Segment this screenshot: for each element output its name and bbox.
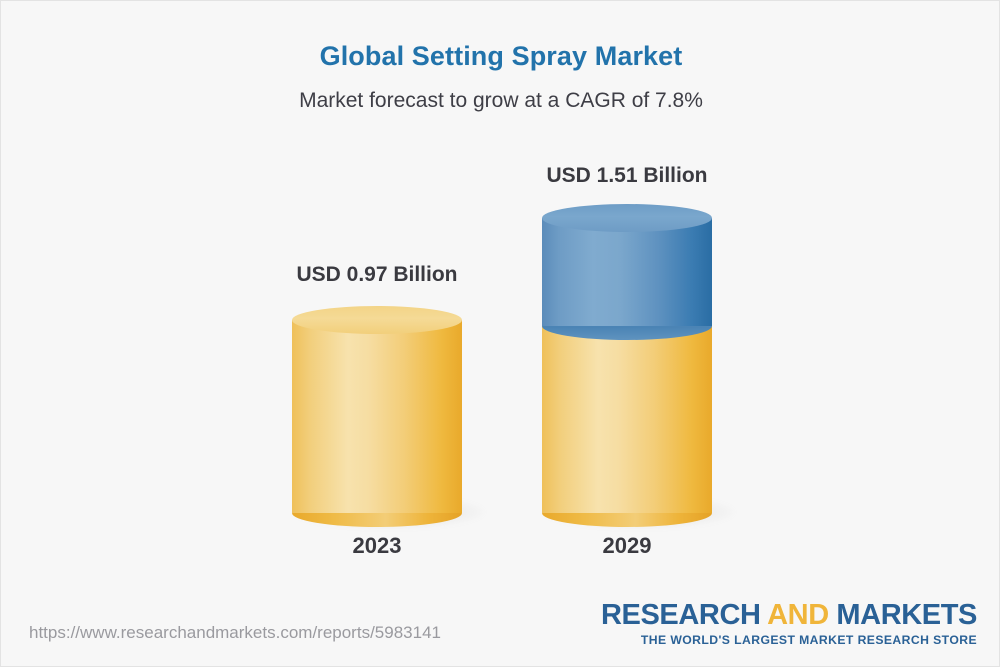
value-label-2023: USD 0.97 Billion (296, 263, 458, 286)
brand-name-markets: MARKETS (828, 599, 977, 631)
brand-name-and: AND (767, 599, 829, 631)
brand-tagline: THE WORLD'S LARGEST MARKET RESEARCH STOR… (640, 632, 977, 647)
cylinder-top-cap-2023 (292, 306, 462, 334)
cylinder-body-lower-2029 (542, 326, 712, 513)
brand-name-research: RESEARCH (600, 599, 768, 631)
category-label-2023: 2023 (352, 533, 402, 558)
chart-subtitle: Market forecast to grow at a CAGR of 7.8… (299, 89, 703, 112)
category-label-2029: 2029 (602, 533, 652, 558)
cylinder-body-upper-2029 (542, 218, 712, 326)
source-url[interactable]: https://www.researchandmarkets.com/repor… (29, 623, 441, 642)
brand-name: RESEARCH AND MARKETS (600, 599, 977, 631)
cylinder-top-cap-2029 (542, 204, 712, 232)
cylinder-body-2023 (292, 320, 462, 513)
page-title: Global Setting Spray Market (319, 41, 683, 71)
plot-area: USD 0.97 Billion 2023 USD 1.51 Billion (1, 1, 1000, 601)
brand-logo[interactable]: RESEARCH AND MARKETS THE WORLD'S LARGEST… (600, 599, 977, 647)
value-label-2029: USD 1.51 Billion (546, 164, 708, 187)
